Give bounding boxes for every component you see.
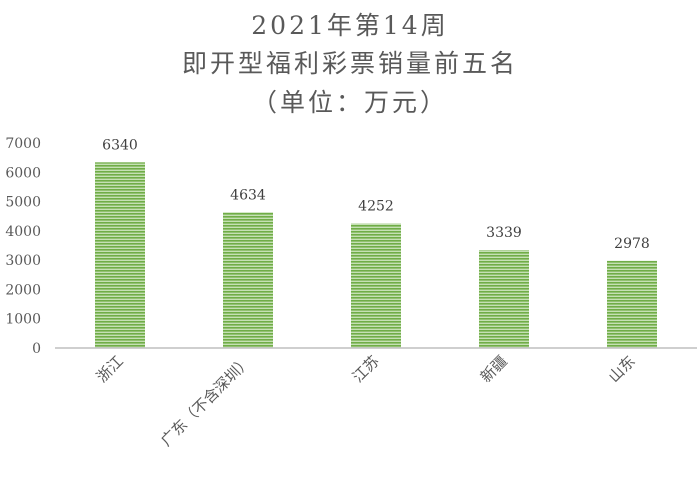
y-tick-label: 6000 [5, 165, 41, 181]
x-tick-label: 新疆 [477, 352, 511, 386]
y-tick-label: 5000 [5, 195, 41, 211]
y-tick-label: 2000 [5, 282, 41, 298]
bar [607, 260, 657, 348]
data-label: 4634 [230, 187, 266, 203]
chart-title-line-2: 即开型福利彩票销量前五名 [181, 49, 518, 78]
data-label: 2978 [614, 236, 650, 252]
y-tick-label: 1000 [5, 312, 41, 328]
x-tick-label: 广东（不含深圳） [157, 352, 255, 450]
y-tick-label: 4000 [5, 224, 41, 240]
bar [479, 250, 529, 348]
y-tick-label: 0 [32, 341, 41, 357]
chart-title-line-1: 2021年第14周 [251, 11, 449, 40]
y-tick-label: 7000 [5, 136, 41, 152]
x-tick-label: 浙江 [93, 352, 127, 386]
chart-title-line-3: （单位：万元） [251, 88, 448, 117]
x-tick-label: 山东 [605, 352, 639, 386]
bar [95, 162, 145, 348]
data-label: 3339 [486, 225, 522, 241]
y-tick-label: 3000 [5, 253, 41, 269]
bar [351, 223, 401, 348]
data-label: 6340 [102, 137, 138, 153]
bar [223, 212, 273, 348]
data-label: 4252 [358, 198, 394, 214]
x-tick-label: 江苏 [349, 352, 383, 386]
